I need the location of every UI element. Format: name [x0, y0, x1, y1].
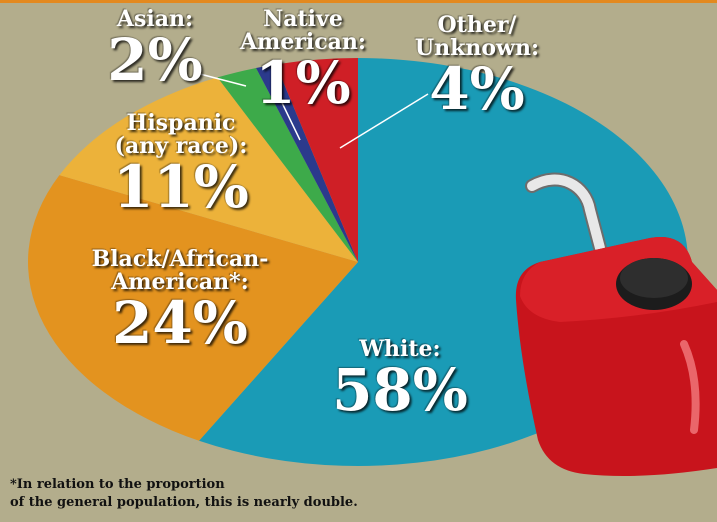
footnote: *In relation to the proportion of the ge… — [10, 476, 358, 511]
slice-value-hispanic: 11% — [113, 153, 249, 222]
footnote-line-2: of the general population, this is nearl… — [10, 494, 358, 510]
slice-value-black: 24% — [112, 289, 248, 358]
slice-name-black-line2: American*: — [111, 269, 249, 296]
slice-label-black: Black/African- American*: 24% — [70, 246, 290, 358]
pie-slice-native — [256, 64, 358, 263]
slice-label-native: Native American: 1% — [228, 6, 378, 118]
slice-value-asian: 2% — [107, 26, 203, 95]
slice-label-asian: Asian: 2% — [100, 6, 210, 95]
gas-can-highlight — [680, 340, 700, 434]
pie-slice-black — [28, 175, 359, 441]
slice-value-white: 58% — [332, 356, 468, 425]
gas-can-illustration — [515, 172, 717, 476]
leader-line-asian — [199, 73, 247, 87]
slice-name-other-line2: Unknown: — [414, 35, 540, 62]
gas-can-handle-highlight — [527, 174, 605, 253]
slice-label-hispanic: Hispanic (any race): 11% — [96, 110, 266, 222]
slice-label-white: White: 58% — [320, 336, 480, 425]
slice-value-native: 1% — [255, 49, 351, 118]
slice-name-native-line2: American: — [239, 29, 367, 56]
slice-name-white: White: — [359, 336, 441, 362]
pie-slice-other — [275, 58, 358, 262]
slice-name-hispanic-line1: Hispanic — [126, 110, 236, 136]
leader-line-other — [339, 93, 429, 149]
gas-can-cap-top — [620, 258, 688, 298]
leader-lines — [199, 73, 429, 149]
top-rule — [0, 0, 717, 3]
pie-slice-asian — [217, 67, 358, 263]
footnote-line-1: *In relation to the proportion — [10, 477, 225, 492]
slice-name-asian: Asian: — [116, 6, 194, 32]
pie-slice-hispanic — [59, 77, 358, 262]
pie-slices — [28, 58, 688, 466]
slice-label-other: Other/ Unknown: 4% — [402, 12, 552, 124]
slice-value-other: 4% — [429, 55, 525, 124]
leader-line-native — [271, 81, 301, 141]
slice-name-black-line1: Black/African- — [91, 246, 269, 272]
slice-name-native-line1: Native — [263, 6, 343, 32]
slice-name-hispanic-line2: (any race): — [114, 133, 248, 160]
slice-name-other-line1: Other/ — [437, 12, 517, 38]
